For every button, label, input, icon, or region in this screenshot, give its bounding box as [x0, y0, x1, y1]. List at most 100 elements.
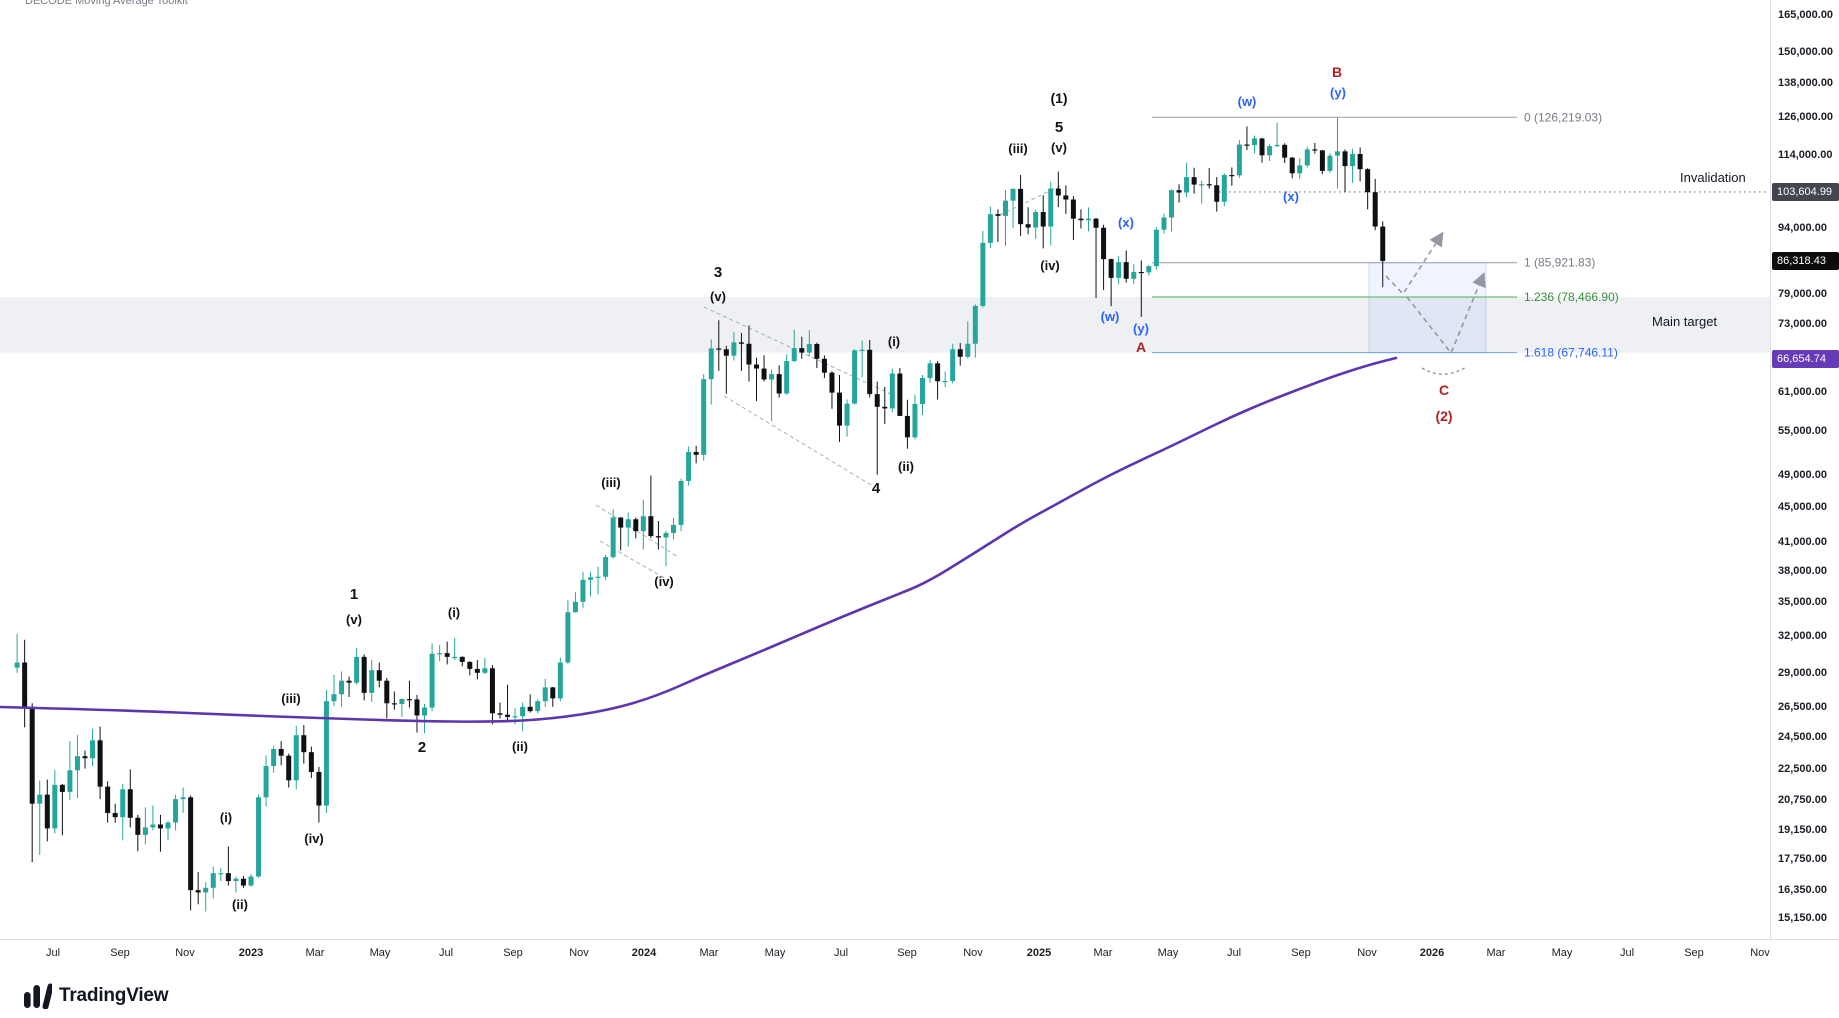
time-axis-month[interactable]: Jul	[833, 947, 849, 959]
main-target-text[interactable]: Main target	[1652, 314, 1718, 329]
candle-body	[942, 380, 948, 383]
candle-body	[369, 670, 375, 693]
price-tick: 16,350.00	[1778, 883, 1827, 896]
invalidation-text[interactable]: Invalidation	[1680, 170, 1746, 185]
indicator-title[interactable]: DECODE Moving Average Toolkit	[25, 0, 188, 7]
candle-body	[550, 687, 556, 699]
candle-body	[1357, 153, 1363, 170]
time-axis-month[interactable]: Sep	[503, 947, 523, 959]
time-axis-month[interactable]: Mar	[1093, 947, 1113, 959]
wave-label[interactable]: 2	[418, 739, 426, 756]
wave-label[interactable]: (iii)	[281, 691, 301, 706]
candle-body	[406, 699, 412, 701]
time-axis-month[interactable]: Sep	[897, 947, 917, 959]
candles-layer[interactable]	[14, 117, 1386, 912]
candle-body	[14, 662, 20, 668]
wave-label[interactable]: (i)	[448, 605, 460, 620]
moving-average-line[interactable]	[0, 356, 1398, 723]
candle-body	[1274, 144, 1280, 147]
wave-label[interactable]: A	[1136, 339, 1146, 355]
wave-label[interactable]: (iv)	[1040, 258, 1060, 273]
wave-label[interactable]: 3	[714, 264, 722, 281]
time-axis-year[interactable]: 2026	[1419, 947, 1445, 959]
price-tick: 41,000.00	[1778, 536, 1827, 548]
wave-label[interactable]: (x)	[1283, 189, 1299, 204]
time-axis-year[interactable]: 2024	[631, 947, 657, 959]
wave-label[interactable]: 1	[350, 586, 358, 603]
wave-label[interactable]: (ii)	[512, 739, 528, 754]
wave-label[interactable]: C	[1439, 382, 1449, 398]
trend-channel-line[interactable]	[723, 395, 877, 489]
candle-body	[610, 517, 616, 558]
time-axis-month[interactable]: Mar	[699, 947, 719, 959]
time-axis-month[interactable]: Nov	[1750, 947, 1770, 959]
price-tick: 49,000.00	[1778, 468, 1827, 481]
candle-body	[1259, 138, 1265, 156]
wave-label[interactable]: (i)	[888, 334, 900, 349]
time-axis-month[interactable]: Nov	[963, 947, 983, 959]
wave-label[interactable]: (iv)	[654, 574, 674, 589]
fib-label-1.236: 1.236 (78,466.90)	[1524, 290, 1619, 304]
wave-label[interactable]: B	[1332, 64, 1342, 80]
wave-label[interactable]: (ii)	[232, 897, 248, 912]
c-label-arc	[1421, 366, 1467, 375]
wave-label[interactable]: (i)	[220, 810, 232, 825]
time-axis-month[interactable]: Jul	[45, 947, 61, 959]
candle-body	[1116, 262, 1122, 278]
time-axis-year[interactable]: 2023	[238, 947, 264, 959]
candle-body	[422, 707, 428, 716]
time-axis-month[interactable]: Nov	[569, 947, 589, 959]
candle-body	[376, 670, 382, 681]
wave-label[interactable]: (w)	[1238, 94, 1257, 109]
wave-label[interactable]: (v)	[346, 612, 362, 627]
wave-label[interactable]: (y)	[1133, 321, 1149, 336]
wave-label[interactable]: (1)	[1050, 90, 1067, 106]
wave-label[interactable]: (2)	[1435, 408, 1452, 424]
time-axis-month[interactable]: Nov	[175, 947, 195, 959]
wave-label[interactable]: (w)	[1101, 309, 1120, 324]
candle-body	[912, 403, 918, 438]
time-axis-month[interactable]: Jul	[1619, 947, 1635, 959]
time-axis-month[interactable]: May	[1157, 947, 1179, 959]
time-axis-month[interactable]: May	[764, 947, 786, 959]
wave-label[interactable]: (ii)	[898, 459, 914, 474]
candle-body	[595, 576, 601, 578]
time-axis-month[interactable]: Sep	[1291, 947, 1311, 959]
wave-label[interactable]: 5	[1055, 119, 1063, 136]
candle-body	[859, 349, 865, 352]
time-axis-month[interactable]: Sep	[1684, 947, 1704, 959]
time-axis-month[interactable]: Mar	[1486, 947, 1506, 959]
candle-body	[1063, 195, 1069, 200]
price-tick: 19,150.00	[1778, 823, 1827, 836]
time-axis-year[interactable]: 2025	[1026, 947, 1052, 959]
wave-label[interactable]: 4	[872, 480, 881, 497]
time-axis-month[interactable]: Mar	[305, 947, 325, 959]
candle-body	[1312, 149, 1318, 151]
wave-label[interactable]: (x)	[1118, 215, 1134, 230]
wave-label[interactable]: (v)	[1051, 140, 1067, 155]
trend-channel-line[interactable]	[599, 540, 669, 581]
wave-label[interactable]: (v)	[710, 289, 726, 304]
candle-body	[867, 349, 873, 395]
price-tick: 29,000.00	[1778, 666, 1827, 679]
price-tick: 55,000.00	[1778, 424, 1827, 437]
time-axis-month[interactable]: May	[369, 947, 391, 959]
wave-label[interactable]: (iii)	[601, 475, 621, 490]
price-axis[interactable]: 165,000.00 150,000.00 138,000.00 126,000.00…	[1770, 0, 1839, 939]
time-axis-month[interactable]: Jul	[1226, 947, 1242, 959]
time-axis-month[interactable]: May	[1551, 947, 1573, 959]
time-axis-month[interactable]: Jul	[438, 947, 454, 959]
time-axis[interactable]: Jul Sep Nov 2023 Mar May Jul Sep Nov 2024 Mar May Ju…	[0, 939, 1839, 967]
trend-channel-line[interactable]	[595, 504, 679, 558]
tradingview-logo[interactable]: TradingView	[24, 983, 169, 1009]
candle-body	[210, 873, 216, 888]
time-axis-month[interactable]: Nov	[1357, 947, 1377, 959]
wave-label[interactable]: (iii)	[1008, 141, 1028, 156]
candle-body	[256, 797, 262, 877]
candle-body	[399, 699, 405, 704]
time-axis-month[interactable]: Sep	[110, 947, 130, 959]
wave-label[interactable]: (iv)	[304, 831, 324, 846]
candle-body	[738, 342, 744, 344]
wave-label[interactable]: (y)	[1330, 85, 1346, 100]
